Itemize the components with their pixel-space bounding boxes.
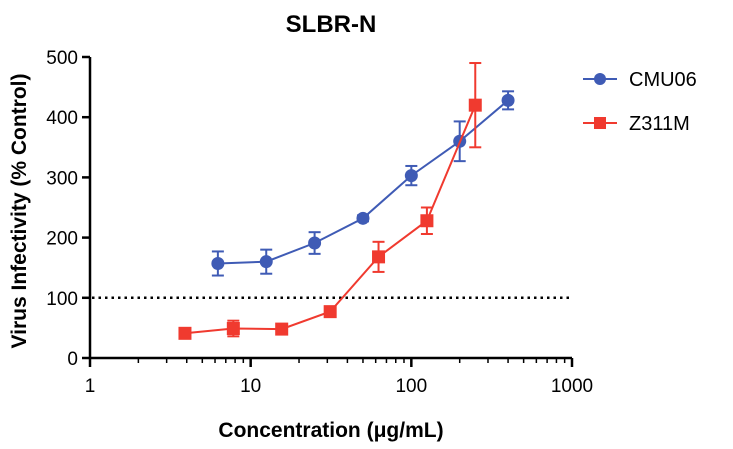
- y-tick-label: 500: [46, 48, 78, 69]
- data-point: [420, 214, 434, 228]
- data-point: [372, 250, 386, 264]
- legend-label-cmu06: CMU06: [629, 69, 697, 91]
- x-tick-label: 100: [395, 376, 427, 397]
- series-layer: [178, 62, 515, 340]
- legend-marker-z311m: [594, 117, 606, 129]
- x-axis-label: Concentration (μg/mL): [218, 419, 443, 442]
- chart-title: SLBR-N: [286, 11, 377, 38]
- data-point: [356, 211, 370, 225]
- data-point: [308, 236, 322, 250]
- legend-marker-cmu06: [594, 73, 606, 85]
- legend: CMU06 Z311M: [583, 69, 697, 135]
- y-tick-label: 300: [46, 168, 78, 189]
- data-point: [468, 98, 482, 112]
- x-tick-label: 1000: [551, 376, 593, 397]
- series-z311m: [178, 62, 482, 340]
- y-axis: 0 100 200 300 400 500: [46, 48, 92, 370]
- data-point: [501, 93, 515, 107]
- series-line-cmu06: [217, 99, 509, 265]
- data-point: [275, 322, 289, 336]
- y-tick-label: 400: [46, 108, 78, 129]
- legend-label-z311m: Z311M: [629, 113, 690, 135]
- data-point: [259, 255, 273, 269]
- x-tick-label: 10: [240, 376, 261, 397]
- y-tick-label: 100: [46, 289, 78, 310]
- y-axis-label: Virus Infectivity (% Control): [8, 74, 31, 349]
- x-axis: 1 10 100 1000: [85, 356, 593, 397]
- x-tick-label: 1: [85, 376, 96, 397]
- data-point: [178, 326, 192, 340]
- data-point: [323, 305, 337, 319]
- data-point: [226, 322, 240, 336]
- y-tick-label: 0: [67, 349, 78, 370]
- y-tick-label: 200: [46, 229, 78, 250]
- data-point: [404, 169, 418, 183]
- data-point: [211, 256, 225, 270]
